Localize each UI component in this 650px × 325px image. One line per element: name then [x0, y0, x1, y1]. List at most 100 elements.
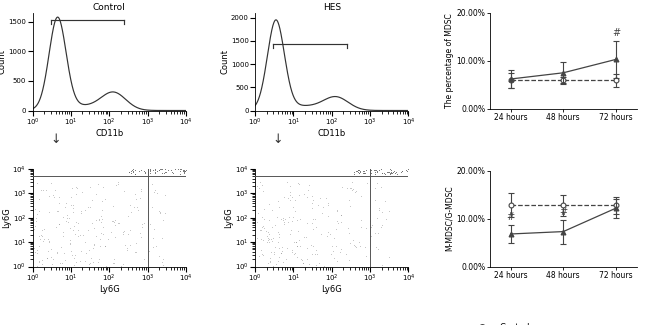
- Point: [344, 230, 355, 236]
- Point: [93, 182, 103, 187]
- Point: [75, 232, 86, 238]
- Point: [31, 218, 42, 224]
- Point: [294, 217, 305, 222]
- Point: [266, 238, 277, 243]
- Point: [360, 225, 370, 230]
- Point: [323, 200, 333, 205]
- Point: [352, 169, 363, 174]
- Point: [389, 168, 399, 174]
- Point: [42, 256, 53, 261]
- Point: [34, 258, 44, 263]
- Point: [345, 203, 356, 208]
- Point: [352, 169, 363, 175]
- Point: [46, 254, 57, 259]
- Point: [86, 255, 96, 260]
- Point: [285, 192, 296, 198]
- Point: [292, 255, 302, 260]
- Point: [31, 212, 42, 217]
- Point: [307, 206, 317, 211]
- Point: [90, 217, 101, 223]
- Point: [89, 226, 99, 231]
- Point: [396, 169, 406, 175]
- Point: [322, 233, 332, 238]
- Point: [252, 219, 262, 225]
- Point: [116, 263, 127, 268]
- Point: [374, 167, 384, 172]
- Point: [263, 236, 274, 241]
- Point: [138, 256, 149, 261]
- Point: [52, 250, 62, 255]
- Point: [370, 186, 380, 191]
- Point: [40, 188, 51, 193]
- Point: [263, 229, 274, 234]
- Point: [44, 239, 55, 244]
- Point: [170, 166, 181, 172]
- Point: [119, 228, 129, 233]
- Point: [84, 261, 95, 266]
- Point: [174, 168, 185, 174]
- Point: [34, 260, 45, 265]
- Point: [348, 187, 358, 192]
- Point: [381, 216, 391, 221]
- Text: #: #: [506, 213, 515, 223]
- Point: [66, 185, 77, 190]
- Point: [151, 244, 161, 249]
- Point: [83, 204, 93, 210]
- Point: [265, 202, 275, 207]
- Point: [358, 168, 369, 173]
- Point: [28, 240, 38, 245]
- Point: [75, 209, 86, 214]
- Point: [264, 236, 274, 241]
- Point: [377, 170, 387, 176]
- Point: [118, 229, 128, 234]
- Point: [322, 214, 333, 219]
- Point: [387, 170, 397, 175]
- Point: [72, 259, 82, 265]
- Point: [49, 195, 59, 200]
- Point: [144, 248, 154, 253]
- Point: [111, 183, 122, 188]
- Point: [32, 247, 42, 253]
- Point: [290, 251, 300, 256]
- Point: [125, 227, 136, 233]
- Point: [294, 182, 304, 187]
- Point: [89, 242, 99, 247]
- Point: [118, 261, 128, 266]
- Point: [70, 252, 80, 257]
- Point: [96, 230, 106, 235]
- Point: [112, 179, 123, 185]
- Point: [38, 239, 48, 244]
- Point: [136, 186, 146, 191]
- Point: [334, 249, 345, 254]
- Point: [257, 188, 268, 194]
- Point: [257, 182, 267, 187]
- Point: [62, 212, 72, 217]
- Point: [356, 224, 367, 229]
- Point: [153, 208, 164, 214]
- Point: [150, 227, 160, 232]
- Point: [179, 171, 189, 176]
- Point: [254, 227, 265, 232]
- Point: [332, 218, 343, 223]
- Point: [146, 182, 157, 187]
- Point: [159, 169, 170, 174]
- Point: [134, 169, 144, 174]
- Point: [263, 237, 273, 242]
- Point: [403, 167, 413, 172]
- Point: [150, 187, 160, 192]
- Point: [342, 186, 352, 191]
- Point: [311, 262, 321, 267]
- Point: [304, 182, 315, 188]
- X-axis label: CD11b: CD11b: [318, 129, 346, 138]
- Point: [97, 198, 107, 203]
- Point: [173, 166, 183, 172]
- Point: [136, 234, 146, 239]
- Point: [55, 260, 65, 265]
- Point: [268, 252, 279, 257]
- Point: [299, 235, 309, 240]
- Point: [257, 237, 268, 242]
- Point: [391, 169, 401, 174]
- Point: [267, 224, 278, 229]
- Point: [143, 218, 153, 223]
- Point: [51, 225, 62, 230]
